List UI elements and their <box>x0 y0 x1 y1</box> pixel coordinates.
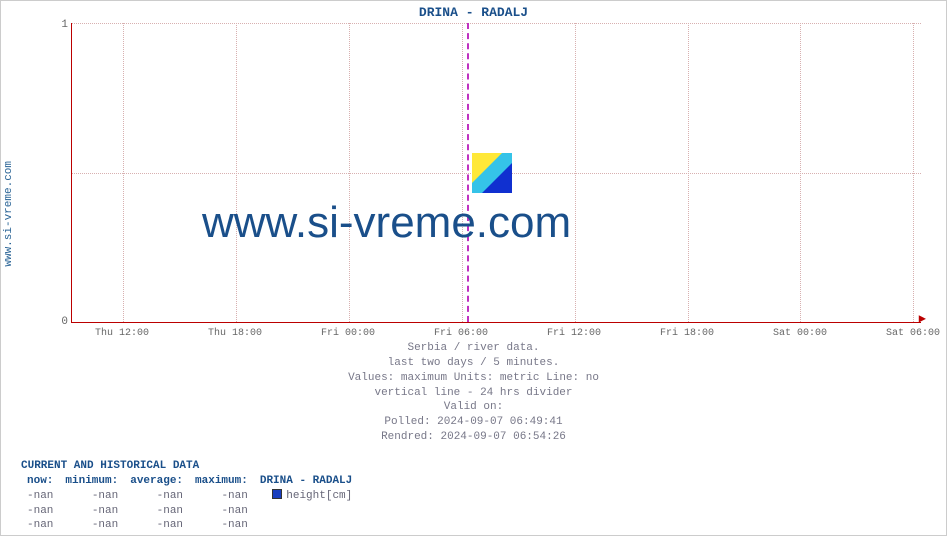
xtick-7: Sat 06:00 <box>886 328 940 339</box>
series-label: height[cm] <box>286 490 352 502</box>
watermark-logo <box>472 153 512 193</box>
chart-title: DRINA - RADALJ <box>1 5 946 20</box>
xtick-5: Fri 18:00 <box>660 328 714 339</box>
grid-x-4 <box>575 23 576 322</box>
meta-divider: vertical line - 24 hrs divider <box>1 386 946 401</box>
x-axis-arrow: ▶ <box>919 311 926 326</box>
xtick-3: Fri 06:00 <box>434 328 488 339</box>
watermark-text: www.si-vreme.com <box>202 198 571 248</box>
legend-swatch <box>272 489 282 499</box>
grid-x-3 <box>462 23 463 322</box>
xtick-1: Thu 18:00 <box>208 328 262 339</box>
y-axis-source-label: www.si-vreme.com <box>3 161 15 267</box>
table-header: CURRENT AND HISTORICAL DATA <box>21 459 358 474</box>
grid-x-0 <box>123 23 124 322</box>
chart-plot-area: ▶ www.si-vreme.com <box>71 23 921 323</box>
col-max: maximum: <box>189 474 254 489</box>
meta-values: Values: maximum Units: metric Line: no <box>1 371 946 386</box>
meta-period: last two days / 5 minutes. <box>1 356 946 371</box>
grid-x-1 <box>236 23 237 322</box>
xtick-2: Fri 00:00 <box>321 328 375 339</box>
xtick-6: Sat 00:00 <box>773 328 827 339</box>
xtick-0: Thu 12:00 <box>95 328 149 339</box>
grid-x-7 <box>913 23 914 322</box>
table-row: -nan -nan -nan -nan height[cm] <box>21 489 358 504</box>
ytick-0: 0 <box>56 316 68 328</box>
meta-source: Serbia / river data. <box>1 341 946 356</box>
chart-metadata: Serbia / river data. last two days / 5 m… <box>1 341 946 445</box>
table-head-row: now: minimum: average: maximum: DRINA - … <box>21 474 358 489</box>
xtick-4: Fri 12:00 <box>547 328 601 339</box>
table-row: -nan -nan -nan -nan <box>21 518 358 533</box>
divider-24h <box>467 23 469 322</box>
grid-x-2 <box>349 23 350 322</box>
meta-valid: Valid on: <box>1 400 946 415</box>
ytick-1: 1 <box>56 19 68 31</box>
meta-rendered: Rendred: 2024-09-07 06:54:26 <box>1 430 946 445</box>
data-table: CURRENT AND HISTORICAL DATA now: minimum… <box>21 459 358 533</box>
table-row: -nan -nan -nan -nan <box>21 504 358 519</box>
col-min: minimum: <box>59 474 124 489</box>
grid-x-6 <box>800 23 801 322</box>
col-avg: average: <box>124 474 189 489</box>
grid-x-5 <box>688 23 689 322</box>
meta-polled: Polled: 2024-09-07 06:49:41 <box>1 415 946 430</box>
col-now: now: <box>21 474 59 489</box>
series-name: DRINA - RADALJ <box>254 474 358 489</box>
